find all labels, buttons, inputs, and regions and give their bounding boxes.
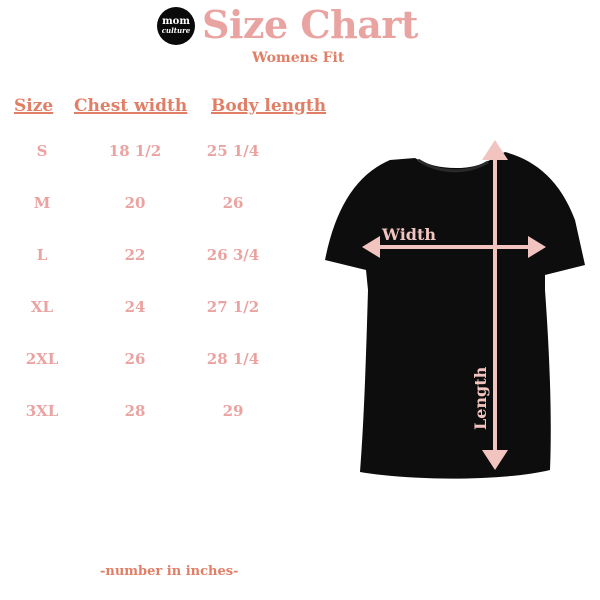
header-body-length: Body length bbox=[211, 96, 327, 116]
chest-width-cell: 26 bbox=[124, 350, 146, 368]
arrow-head bbox=[482, 140, 508, 160]
length-label: Length bbox=[471, 366, 490, 430]
size-cell: 2XL bbox=[25, 350, 59, 368]
measurement-arrows bbox=[362, 140, 546, 470]
body-length-cell: 26 bbox=[222, 194, 244, 212]
chest-width-cell: 28 bbox=[124, 402, 146, 420]
chest-width-cell: 24 bbox=[124, 298, 146, 316]
shirt-diagram: Width Length bbox=[325, 140, 585, 479]
brand-logo: mom culture bbox=[157, 7, 195, 45]
size-cell: S bbox=[36, 142, 48, 160]
width-label: Width bbox=[381, 225, 436, 244]
arrow-head bbox=[362, 236, 380, 258]
body-length-cell: 25 1/4 bbox=[206, 142, 260, 160]
page-title: Size Chart bbox=[202, 2, 418, 47]
header-size: Size bbox=[14, 96, 54, 116]
tshirt-image bbox=[325, 152, 585, 479]
body-length-cell: 27 1/2 bbox=[206, 298, 260, 316]
size-cell: M bbox=[33, 194, 51, 212]
arrow-head bbox=[528, 236, 546, 258]
size-cell: 3XL bbox=[25, 402, 59, 420]
logo-text: culture bbox=[161, 26, 191, 35]
units-note: -number in inches- bbox=[100, 564, 239, 579]
arrow-head bbox=[482, 450, 508, 470]
body-length-cell: 29 bbox=[222, 402, 244, 420]
body-length-cell: 28 1/4 bbox=[206, 350, 260, 368]
subtitle: Womens Fit bbox=[252, 50, 345, 66]
chest-width-cell: 22 bbox=[124, 246, 146, 264]
chest-width-cell: 20 bbox=[124, 194, 146, 212]
body-length-cell: 26 3/4 bbox=[206, 246, 260, 264]
header-chest-width: Chest width bbox=[74, 96, 188, 116]
size-cell: L bbox=[36, 246, 48, 264]
size-cell: XL bbox=[30, 298, 54, 316]
logo-text: mom bbox=[162, 16, 190, 27]
chest-width-cell: 18 1/2 bbox=[108, 142, 162, 160]
